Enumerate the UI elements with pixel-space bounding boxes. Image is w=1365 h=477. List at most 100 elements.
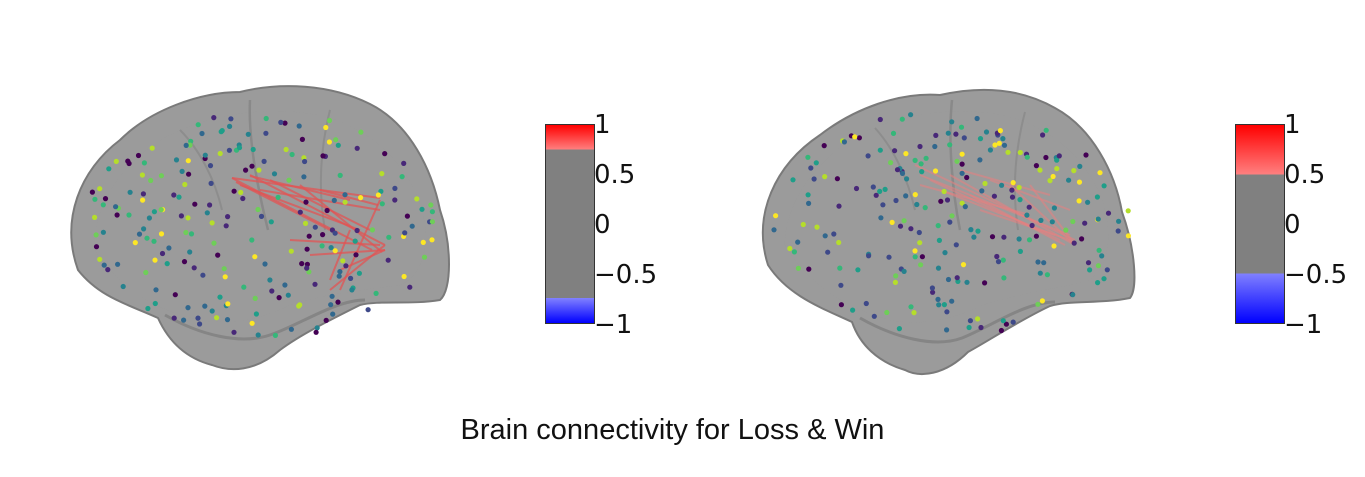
node-marker (342, 192, 348, 198)
node-marker (894, 167, 901, 173)
node-marker (354, 145, 360, 151)
node-marker (223, 223, 229, 229)
colorbar-tick: −0.5 (594, 260, 658, 290)
node-marker (335, 142, 341, 148)
node-marker (813, 160, 819, 166)
node-marker (997, 128, 1003, 134)
node-marker (164, 261, 170, 267)
colorbar-tick: −0.5 (1284, 260, 1348, 290)
node-marker (166, 245, 172, 251)
node-marker (114, 212, 120, 218)
node-marker (850, 307, 856, 313)
node-marker (1009, 194, 1016, 200)
node-marker (1097, 170, 1103, 176)
node-marker (805, 154, 811, 160)
node-marker (1076, 179, 1083, 185)
node-marker (822, 233, 828, 239)
node-marker (878, 215, 884, 221)
node-marker (1009, 187, 1015, 193)
node-marker (893, 197, 899, 204)
node-marker (971, 234, 977, 240)
node-marker (312, 281, 318, 287)
node-marker (1095, 280, 1101, 286)
node-marker (1043, 154, 1049, 161)
node-marker (1001, 142, 1008, 148)
node-marker (995, 259, 1002, 265)
node-marker (791, 249, 797, 255)
node-marker (811, 176, 817, 182)
node-marker (312, 224, 318, 230)
node-marker (176, 194, 182, 200)
node-marker (892, 279, 898, 285)
node-marker (159, 250, 166, 257)
node-marker (97, 186, 103, 192)
node-marker (923, 155, 929, 161)
node-marker (1101, 183, 1107, 189)
node-marker (173, 157, 180, 163)
node-marker (221, 266, 227, 272)
node-marker (1049, 219, 1055, 225)
node-marker (942, 250, 948, 256)
node-marker (1071, 168, 1077, 174)
node-marker (183, 229, 189, 236)
node-marker (140, 197, 146, 203)
node-marker (871, 313, 877, 319)
node-marker (373, 290, 379, 296)
node-marker (271, 171, 278, 177)
node-marker (320, 153, 326, 159)
node-marker (933, 132, 939, 138)
node-marker (1000, 136, 1006, 142)
node-marker (375, 192, 381, 198)
node-marker (901, 268, 907, 274)
node-marker (337, 269, 343, 275)
node-marker (903, 151, 909, 157)
node-marker (949, 298, 955, 304)
node-marker (272, 332, 278, 338)
node-marker (1095, 216, 1101, 222)
node-marker (1056, 153, 1062, 159)
node-marker (1037, 270, 1043, 276)
node-marker (1105, 210, 1112, 216)
node-marker (1125, 208, 1131, 214)
node-marker (991, 193, 997, 199)
node-marker (982, 280, 988, 286)
node-marker (1029, 222, 1035, 229)
node-marker (414, 196, 420, 202)
node-marker (158, 207, 164, 213)
node-marker (323, 317, 329, 323)
node-marker (1017, 197, 1023, 203)
node-marker (249, 237, 255, 243)
node-marker (385, 257, 391, 263)
node-marker (276, 295, 282, 301)
node-marker (968, 227, 974, 233)
node-marker (146, 215, 152, 221)
node-marker (814, 224, 820, 230)
node-marker (904, 176, 910, 182)
node-marker (192, 201, 198, 207)
node-marker (958, 124, 965, 130)
node-marker (296, 303, 302, 309)
node-marker (999, 182, 1005, 188)
connectivity-edges (231, 174, 386, 291)
node-marker (935, 296, 941, 302)
node-marker (252, 295, 258, 301)
node-marker (930, 289, 936, 295)
node-marker (852, 134, 858, 140)
node-marker (912, 157, 918, 163)
node-marker (302, 158, 308, 165)
node-marker (1038, 217, 1044, 223)
node-marker (178, 213, 184, 219)
node-marker (884, 309, 890, 316)
node-marker (402, 230, 408, 236)
node-marker (967, 318, 973, 324)
node-marker (340, 258, 346, 264)
node-marker (1063, 227, 1069, 233)
node-marker (269, 288, 275, 294)
node-marker (144, 235, 150, 241)
node-marker (1085, 260, 1092, 266)
node-marker (304, 265, 310, 271)
node-marker (125, 158, 131, 164)
node-marker (299, 261, 305, 267)
node-marker (877, 147, 883, 153)
node-marker (195, 315, 201, 321)
